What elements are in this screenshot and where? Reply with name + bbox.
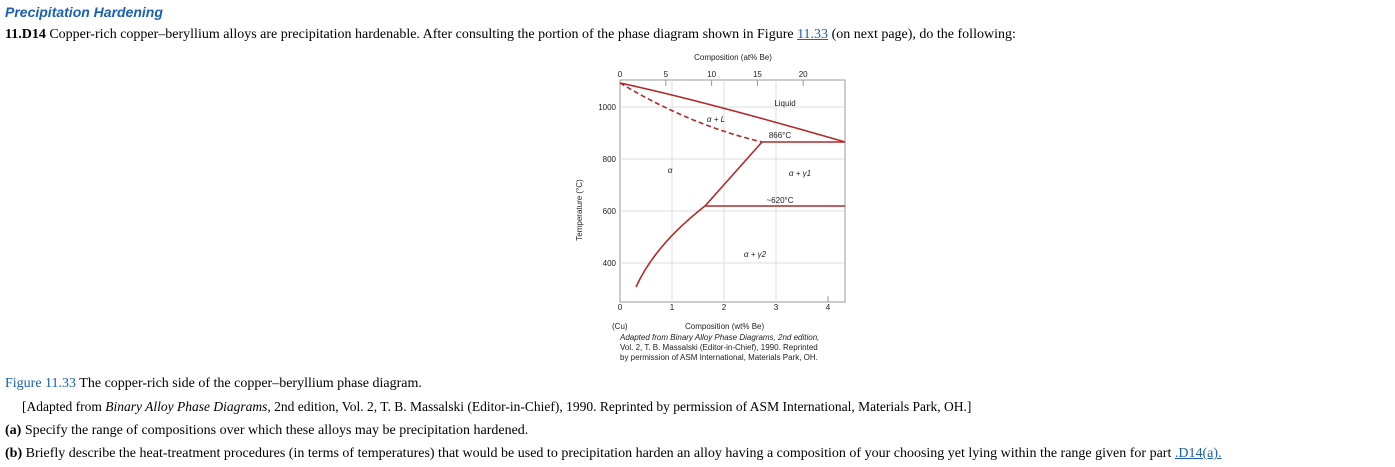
caption-label: Figure 11.33 — [5, 376, 77, 391]
credit-line: by permission of ASM International, Mate… — [620, 353, 818, 362]
part-text: Briefly describe the heat-treatment proc… — [25, 446, 1172, 461]
solvus — [635, 141, 763, 288]
caption-source: [Adapted from Binary Alloy Phase Diagram… — [22, 399, 971, 415]
bottom-tick-label: 0 — [618, 303, 623, 312]
region-label: Liquid — [774, 99, 795, 108]
problem-statement: 11.D14 Copper-rich copper–beryllium allo… — [5, 27, 1016, 43]
liquidus — [619, 82, 846, 143]
part-b: (b) Briefly describe the heat-treatment … — [5, 446, 1221, 462]
phase-diagram: Composition (at% Be) 0 5 10 15 2010008006004… — [575, 53, 846, 362]
caption: Figure 11.33 The copper-rich side of the… — [5, 376, 422, 392]
top-tick-label: 0 — [618, 70, 623, 79]
figure-link[interactable]: 11.33 — [797, 27, 829, 42]
bottom-tick-label: 1 — [670, 303, 675, 312]
problem-number: 11.D14 — [5, 27, 46, 42]
left-tick-label: 1000 — [598, 103, 616, 112]
source-text: 2nd edition, Vol. 2, T. B. Massalski (Ed… — [274, 399, 972, 414]
top-tick-label: 20 — [799, 70, 808, 79]
part-label: (b) — [5, 446, 23, 461]
caption-text: The copper-rich side of the copper–beryl… — [79, 376, 422, 391]
top-tick-label: 10 — [707, 70, 716, 79]
part-a: (a) Specify the range of compositions ov… — [5, 423, 528, 439]
region-label: α — [668, 166, 673, 175]
region-label: ~620°C — [767, 196, 794, 205]
part-link[interactable]: .D14(a). — [1174, 446, 1222, 461]
credit-line: Adapted from Binary Alloy Phase Diagrams… — [619, 333, 819, 342]
bottom-tick-label: 3 — [774, 303, 779, 312]
left-tick-label: 600 — [603, 207, 617, 216]
source-text: [Adapted from — [22, 399, 102, 414]
region-label: α + γ2 — [744, 250, 767, 259]
top-axis-label: Composition (at% Be) — [694, 53, 772, 62]
left-axis-label: Temperature (°C) — [575, 179, 584, 241]
part-label: (a) — [5, 423, 22, 438]
left-tick-label: 400 — [603, 259, 617, 268]
bottom-tick-label: 2 — [722, 303, 727, 312]
solidus — [619, 82, 763, 143]
region-label: α + L — [707, 115, 725, 124]
problem-text: Copper-rich copper–beryllium alloys are … — [49, 27, 794, 42]
bottom-axis-label: Composition (wt% Be) — [685, 322, 764, 331]
section-title: Precipitation Hardening — [5, 4, 163, 20]
plot-frame — [619, 79, 846, 303]
source-title: Binary Alloy Phase Diagrams, — [105, 399, 271, 414]
credit-line: Vol. 2, T. B. Massalski (Editor-in-Chief… — [620, 343, 818, 352]
left-tick-label: 800 — [603, 155, 617, 164]
bottom-tick-label: 4 — [826, 303, 831, 312]
part-text: Specify the range of compositions over w… — [24, 423, 529, 438]
top-tick-label: 15 — [753, 70, 762, 79]
top-tick-label: 5 — [664, 70, 669, 79]
region-label: 866°C — [769, 131, 792, 140]
bottom-end-label: (Cu) — [612, 322, 628, 331]
region-label: α + γ1 — [789, 169, 811, 178]
problem-text: (on next page), do the following: — [831, 27, 1016, 42]
